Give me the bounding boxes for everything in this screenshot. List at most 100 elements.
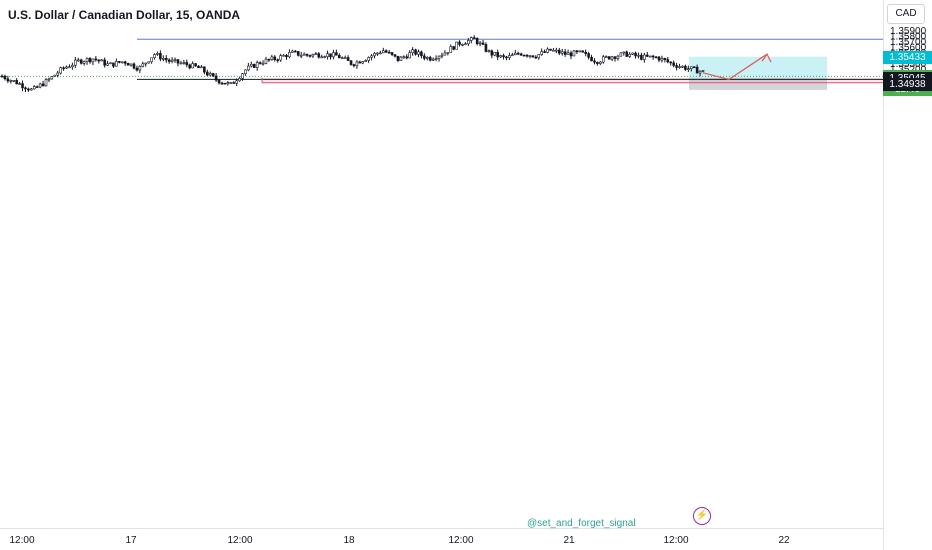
y-tick-label: 1.35900 [890, 26, 927, 37]
candle-body [320, 56, 324, 59]
candle-body [279, 55, 282, 61]
candle-body [569, 52, 573, 57]
candle-body [449, 46, 453, 53]
candle-body [373, 52, 376, 57]
price-tag[interactable]: 1.35433 [883, 50, 932, 64]
x-tick-label: 12:00 [9, 535, 34, 546]
candle-body [317, 53, 321, 58]
candle-body [628, 53, 631, 57]
candle-body [505, 56, 508, 59]
candle-body [499, 55, 502, 58]
candle-body [123, 61, 127, 64]
candle-body [135, 67, 139, 71]
candle-body [167, 59, 171, 62]
candle-body [50, 76, 54, 80]
x-tick-label: 22 [778, 535, 790, 546]
candle-body [238, 78, 241, 82]
candle-body [358, 61, 362, 64]
candle-body [30, 88, 33, 91]
candle-body [41, 83, 45, 87]
candle-body [387, 51, 391, 54]
candle-body [684, 65, 687, 70]
candle-body [370, 55, 373, 58]
candle-body [669, 61, 673, 64]
candle-body [678, 66, 681, 68]
candle-body [88, 58, 92, 63]
candle-body [162, 57, 165, 60]
candle-body [440, 54, 444, 57]
candle-body [411, 49, 414, 53]
candle-body [689, 66, 693, 69]
chart-title: U.S. Dollar / Canadian Dollar, 15, OANDA [8, 8, 241, 22]
candle-body [65, 66, 68, 69]
candle-body [109, 62, 112, 65]
price-tag[interactable]: 1.34938 [883, 77, 932, 91]
candle-body [469, 37, 473, 41]
candle-body [326, 53, 329, 57]
time-axis[interactable] [0, 528, 883, 529]
candle-body [555, 49, 558, 52]
candle-body [663, 57, 667, 60]
candle-body [338, 54, 341, 59]
candle-body [364, 60, 367, 62]
candle-body [62, 67, 65, 70]
candle-body [446, 52, 450, 54]
candle-body [687, 68, 690, 70]
candle-body [118, 61, 121, 63]
candle-body [543, 51, 546, 53]
candle-body [194, 63, 197, 67]
candle-body [27, 88, 30, 91]
candle-body [188, 64, 192, 69]
candle-body [226, 82, 230, 85]
candle-body [159, 53, 162, 60]
candle-body [308, 55, 312, 57]
candle-body [549, 48, 552, 51]
candle-body [276, 59, 280, 62]
candle-body [437, 55, 441, 59]
candle-body [12, 80, 16, 82]
candle-body [692, 66, 696, 69]
candle-body [94, 58, 98, 61]
candle-body [472, 37, 476, 39]
candle-body [613, 56, 617, 59]
y-tick-label: 1.35600 [890, 43, 927, 54]
candle-body [329, 53, 332, 58]
long-position-target-zone[interactable] [689, 56, 827, 79]
candle-body [273, 56, 277, 61]
candle-body [18, 83, 21, 85]
candle-body [619, 52, 623, 57]
price-axis[interactable] [883, 0, 884, 550]
y-tick-label: 1.35200 [890, 65, 927, 76]
candle-body [651, 55, 655, 58]
candle-body [264, 58, 268, 64]
candle-body [631, 52, 634, 55]
candle-body [593, 60, 596, 63]
y-tick-label: 1.35700 [890, 37, 927, 48]
candle-body [340, 57, 344, 60]
candle-body [203, 66, 206, 73]
candle-body [434, 58, 438, 60]
candle-body [182, 62, 186, 64]
long-position-stop-zone[interactable] [689, 78, 827, 90]
candle-body [261, 62, 265, 65]
candle-body [420, 51, 423, 57]
candle-body [681, 65, 684, 68]
candle-body [643, 54, 646, 60]
candle-body [296, 51, 300, 56]
candle-body [666, 59, 670, 63]
candle-body [490, 50, 494, 56]
candle-body [47, 78, 51, 81]
candle-body [528, 55, 532, 57]
projection-arrow[interactable] [702, 53, 768, 81]
candle-body [299, 54, 303, 57]
lightning-icon[interactable]: ⚡ [693, 507, 711, 525]
candle-body [399, 56, 403, 61]
arrow-head [761, 52, 772, 63]
candle-body [332, 52, 335, 58]
candle-body [291, 50, 294, 53]
candle-body [270, 56, 274, 60]
candle-body [596, 61, 599, 64]
currency-button[interactable]: CAD [887, 4, 925, 24]
candle-body [560, 51, 564, 54]
